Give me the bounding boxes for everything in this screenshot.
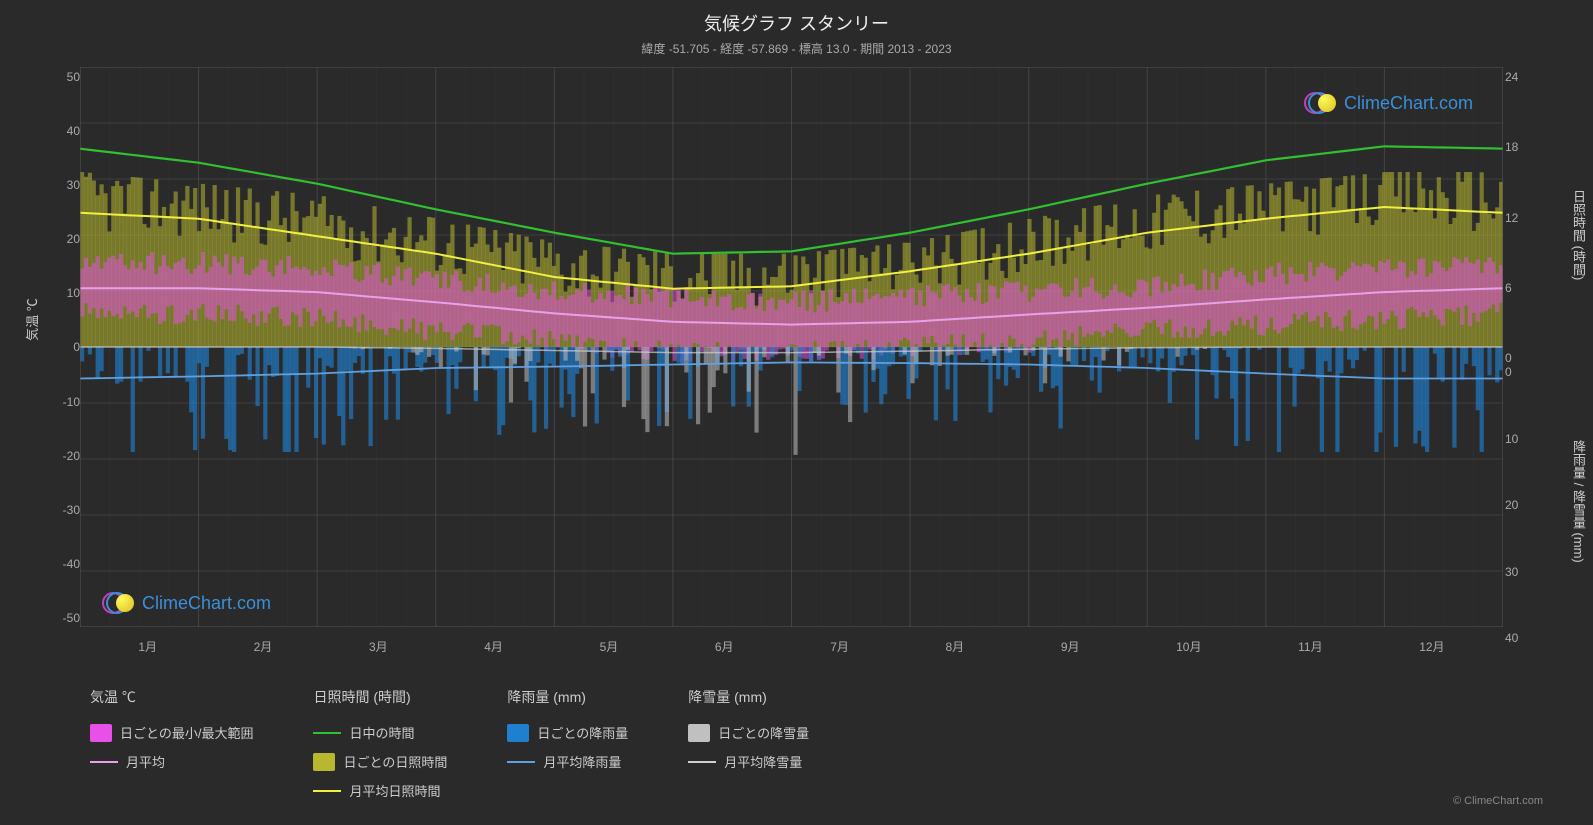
chart-svg bbox=[80, 67, 1503, 627]
y-axis-right-bottom-label: 降雨量 / 降雪量 (mm) bbox=[1569, 440, 1588, 563]
legend-item: 月平均 bbox=[90, 752, 253, 771]
y-tick: 24 bbox=[1505, 70, 1518, 84]
x-tick: 11月 bbox=[1298, 638, 1322, 655]
legend-column: 降雨量 (mm) 日ごとの降雨量月平均降雨量 bbox=[507, 687, 628, 800]
y-axis-right-top-label: 日照時間 (時間) bbox=[1569, 190, 1588, 280]
y-tick: 0 bbox=[1505, 365, 1512, 379]
x-tick: 10月 bbox=[1176, 638, 1201, 655]
legend-item: 月平均降雨量 bbox=[507, 752, 628, 771]
x-tick: 4月 bbox=[484, 638, 503, 655]
legend-swatch bbox=[688, 724, 710, 742]
y-axis-right-bottom-ticks: 0 10 20 30 40 bbox=[1505, 365, 1535, 645]
x-tick: 7月 bbox=[830, 638, 849, 655]
x-tick: 12月 bbox=[1419, 638, 1444, 655]
y-tick: 20 bbox=[67, 232, 80, 246]
legend-item: 月平均日照時間 bbox=[313, 781, 447, 800]
y-tick: -20 bbox=[63, 449, 80, 463]
legend-swatch bbox=[507, 761, 535, 763]
x-tick: 2月 bbox=[254, 638, 273, 655]
legend-header: 降雪量 (mm) bbox=[688, 687, 809, 707]
legend-swatch bbox=[688, 761, 716, 763]
legend-label: 月平均 bbox=[126, 752, 165, 771]
y-tick: 6 bbox=[1505, 281, 1512, 295]
legend-swatch bbox=[313, 790, 341, 792]
y-tick: -40 bbox=[63, 557, 80, 571]
x-tick: 3月 bbox=[369, 638, 388, 655]
legend-column: 降雪量 (mm) 日ごとの降雪量月平均降雪量 bbox=[688, 687, 809, 800]
y-tick: 18 bbox=[1505, 140, 1518, 154]
x-tick: 1月 bbox=[138, 638, 157, 655]
legend-item: 日ごとの日照時間 bbox=[313, 752, 447, 771]
legend-column: 日照時間 (時間) 日中の時間日ごとの日照時間月平均日照時間 bbox=[313, 687, 447, 800]
legend-swatch bbox=[313, 753, 335, 771]
chart-title: 気候グラフ スタンリー bbox=[20, 10, 1573, 36]
climate-chart: 気候グラフ スタンリー 緯度 -51.705 - 経度 -57.869 - 標高… bbox=[20, 10, 1573, 815]
y-tick: -50 bbox=[63, 611, 80, 625]
y-tick: 20 bbox=[1505, 498, 1518, 512]
y-tick: 50 bbox=[67, 70, 80, 84]
x-tick: 8月 bbox=[946, 638, 965, 655]
y-tick: 40 bbox=[67, 124, 80, 138]
legend-label: 日ごとの降雨量 bbox=[537, 723, 628, 742]
legend-item: 日中の時間 bbox=[313, 723, 447, 742]
plot-area bbox=[80, 67, 1503, 627]
x-tick: 9月 bbox=[1061, 638, 1080, 655]
y-tick: 30 bbox=[1505, 565, 1518, 579]
y-tick: 12 bbox=[1505, 211, 1518, 225]
legend-label: 日ごとの最小/最大範囲 bbox=[120, 723, 253, 742]
y-tick: 0 bbox=[1505, 351, 1512, 365]
legend-label: 日ごとの降雪量 bbox=[718, 723, 809, 742]
legend-header: 降雨量 (mm) bbox=[507, 687, 628, 707]
legend-swatch bbox=[313, 732, 341, 734]
credit: © ClimeChart.com bbox=[1453, 795, 1543, 807]
y-tick: 40 bbox=[1505, 631, 1518, 645]
y-tick: 0 bbox=[73, 340, 80, 354]
legend-swatch bbox=[507, 724, 529, 742]
legend-label: 月平均降雨量 bbox=[543, 752, 621, 771]
legend-item: 日ごとの最小/最大範囲 bbox=[90, 723, 253, 742]
legend: 気温 ℃ 日ごとの最小/最大範囲月平均 日照時間 (時間) 日中の時間日ごとの日照時間… bbox=[90, 687, 1493, 800]
x-tick: 6月 bbox=[715, 638, 734, 655]
y-tick: 10 bbox=[1505, 432, 1518, 446]
legend-column: 気温 ℃ 日ごとの最小/最大範囲月平均 bbox=[90, 687, 253, 800]
y-axis-left-ticks: 50 40 30 20 10 0 -10 -20 -30 -40 -50 bbox=[30, 70, 80, 625]
y-tick: 30 bbox=[67, 178, 80, 192]
y-tick: -10 bbox=[63, 395, 80, 409]
legend-label: 月平均降雪量 bbox=[724, 752, 802, 771]
y-axis-right-top-ticks: 24 18 12 6 0 bbox=[1505, 70, 1535, 365]
y-tick: 10 bbox=[67, 286, 80, 300]
legend-header: 日照時間 (時間) bbox=[313, 687, 447, 707]
legend-swatch bbox=[90, 761, 118, 763]
legend-item: 日ごとの降雪量 bbox=[688, 723, 809, 742]
x-tick: 5月 bbox=[600, 638, 619, 655]
legend-label: 日ごとの日照時間 bbox=[343, 752, 447, 771]
legend-item: 日ごとの降雨量 bbox=[507, 723, 628, 742]
legend-swatch bbox=[90, 724, 112, 742]
legend-item: 月平均降雪量 bbox=[688, 752, 809, 771]
legend-label: 月平均日照時間 bbox=[349, 781, 440, 800]
legend-header: 気温 ℃ bbox=[90, 687, 253, 707]
legend-label: 日中の時間 bbox=[349, 723, 414, 742]
x-axis-ticks: 1月 2月 3月 4月 5月 6月 7月 8月 9月 10月 11月 12月 bbox=[90, 638, 1493, 655]
chart-subtitle: 緯度 -51.705 - 経度 -57.869 - 標高 13.0 - 期間 2… bbox=[20, 40, 1573, 57]
y-tick: -30 bbox=[63, 503, 80, 517]
